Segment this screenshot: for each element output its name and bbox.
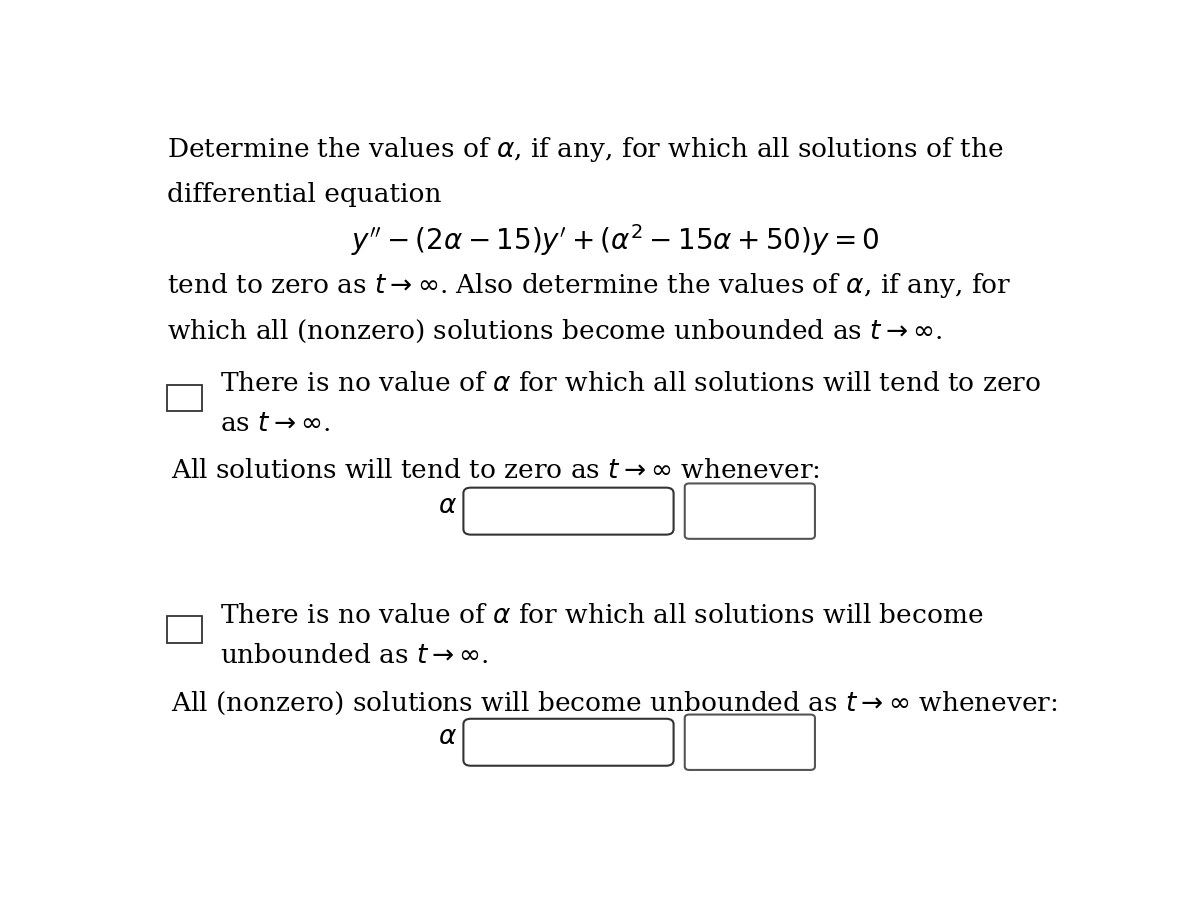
FancyBboxPatch shape: [167, 385, 202, 412]
Text: Choose one  ▾: Choose one ▾: [478, 499, 660, 523]
FancyBboxPatch shape: [167, 616, 202, 642]
Text: Choose one  ▾: Choose one ▾: [478, 730, 660, 754]
Text: differential equation: differential equation: [167, 182, 442, 207]
FancyBboxPatch shape: [685, 483, 815, 539]
FancyBboxPatch shape: [685, 715, 815, 770]
Text: unbounded as $t \to \infty$.: unbounded as $t \to \infty$.: [220, 642, 488, 667]
Text: $\alpha$: $\alpha$: [438, 493, 457, 518]
Text: $y'' - (2\alpha - 15)y' + (\alpha^2 - 15\alpha + 50)y = 0$: $y'' - (2\alpha - 15)y' + (\alpha^2 - 15…: [350, 222, 880, 258]
Text: which all (nonzero) solutions become unbounded as $t \to \infty$.: which all (nonzero) solutions become unb…: [167, 318, 942, 344]
Text: All solutions will tend to zero as $t \to \infty$ whenever:: All solutions will tend to zero as $t \t…: [172, 458, 820, 483]
FancyBboxPatch shape: [463, 718, 673, 766]
Text: There is no value of $\alpha$ for which all solutions will tend to zero: There is no value of $\alpha$ for which …: [220, 371, 1040, 396]
Text: All (nonzero) solutions will become unbounded as $t \to \infty$ whenever:: All (nonzero) solutions will become unbo…: [172, 690, 1058, 717]
Text: tend to zero as $t \to \infty$. Also determine the values of $\alpha$, if any, f: tend to zero as $t \to \infty$. Also det…: [167, 271, 1012, 300]
Text: as $t \to \infty$.: as $t \to \infty$.: [220, 412, 330, 437]
Text: There is no value of $\alpha$ for which all solutions will become: There is no value of $\alpha$ for which …: [220, 603, 983, 628]
Text: Determine the values of $\alpha$, if any, for which all solutions of the: Determine the values of $\alpha$, if any…: [167, 135, 1003, 164]
Text: $\alpha$: $\alpha$: [438, 724, 457, 749]
FancyBboxPatch shape: [463, 488, 673, 535]
